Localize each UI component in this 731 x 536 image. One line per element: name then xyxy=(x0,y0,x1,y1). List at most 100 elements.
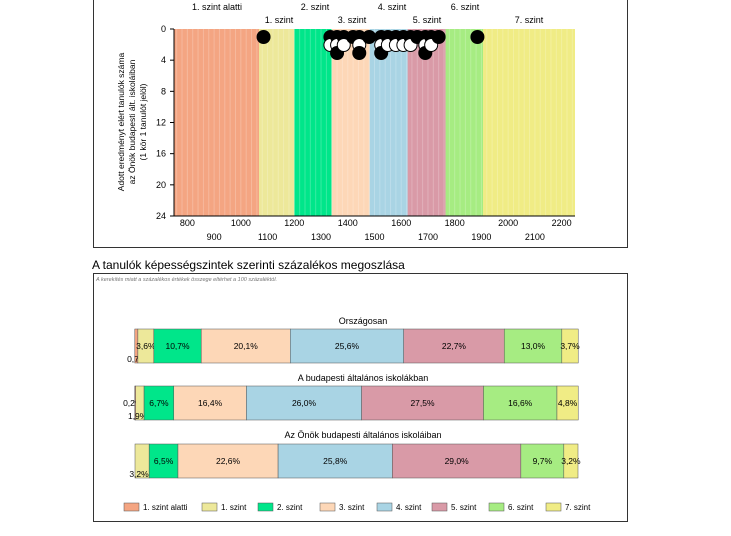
level-label: 1. szint xyxy=(265,15,294,25)
level-band xyxy=(174,29,260,216)
x-tick-label: 1000 xyxy=(231,218,251,228)
bar-segment xyxy=(520,443,565,479)
x-tick-label: 1600 xyxy=(391,218,411,228)
x-tick-label: 2200 xyxy=(552,218,572,228)
legend-label: 1. szint alatti xyxy=(143,503,188,512)
section-title: A tanulók képességszintek szerinti száza… xyxy=(92,258,405,272)
bar-segment xyxy=(277,443,393,479)
distribution-chart-frame xyxy=(93,273,628,522)
bar-group-title: Országosan xyxy=(339,316,388,326)
x-tick-label: 1300 xyxy=(311,232,331,242)
y-axis-label: Adott eredményt elért tanulók száma xyxy=(116,53,126,192)
bar-value-label: 6,5% xyxy=(154,456,174,466)
bar-value-label: 27,5% xyxy=(410,398,435,408)
y-tick-label: 0 xyxy=(161,24,166,34)
y-tick-label: 16 xyxy=(156,149,166,159)
x-tick-label: 1200 xyxy=(284,218,304,228)
bar-value-label: 22,6% xyxy=(216,456,241,466)
x-tick-label: 1700 xyxy=(418,232,438,242)
bar-segment xyxy=(200,328,291,364)
x-tick-label: 1500 xyxy=(364,232,384,242)
level-label: 3. szint xyxy=(338,15,367,25)
bar-segment xyxy=(143,385,175,421)
legend-swatch xyxy=(431,502,448,512)
level-label: 1. szint alatti xyxy=(192,2,242,12)
legend-swatch xyxy=(376,502,393,512)
level-band xyxy=(294,29,332,216)
level-label: 4. szint xyxy=(378,2,407,12)
x-tick-label: 1800 xyxy=(445,218,465,228)
level-band xyxy=(483,29,575,216)
bar-segment xyxy=(556,385,579,421)
bar-segment xyxy=(361,385,484,421)
level-band xyxy=(407,29,446,216)
y-tick-label: 8 xyxy=(161,86,166,96)
bar-value-label: 0,7% xyxy=(127,354,147,364)
legend-label: 4. szint xyxy=(396,503,422,512)
y-tick-label: 4 xyxy=(161,55,166,65)
bar-value-label: 3,2% xyxy=(561,456,581,466)
y-axis-label: (1 kör 1 tanulót jelöl) xyxy=(138,83,148,160)
bar-value-label: 26,0% xyxy=(292,398,317,408)
level-band xyxy=(331,29,370,216)
student-dot xyxy=(256,30,271,44)
legend-label: 3. szint xyxy=(339,503,365,512)
dot-chart-frame xyxy=(93,0,628,248)
student-dot xyxy=(470,30,485,44)
dot-chart: 1. szint alatti 2. szint 4. szint 6. szint 1… xyxy=(116,2,575,242)
bar-value-label: 13,0% xyxy=(521,341,546,351)
bar-value-label: 10,7% xyxy=(165,341,190,351)
bar-segment xyxy=(148,443,179,479)
legend-swatch xyxy=(488,502,505,512)
legend-swatch xyxy=(201,502,218,512)
legend-swatch xyxy=(319,502,336,512)
level-band xyxy=(259,29,295,216)
level-band xyxy=(445,29,484,216)
bar-segment xyxy=(177,443,279,479)
x-tick-label: 900 xyxy=(207,232,222,242)
legend-label: 2. szint xyxy=(277,503,303,512)
y-axis-label: az Önök budapesti ált. iskoláiban xyxy=(127,59,137,184)
legend-swatch xyxy=(123,502,140,512)
bar-segment xyxy=(563,443,579,479)
legend-label: 7. szint xyxy=(565,503,591,512)
level-label: 7. szint xyxy=(515,15,544,25)
bar-segment xyxy=(503,328,563,364)
bar-value-label: 6,7% xyxy=(149,398,169,408)
bar-value-label: 9,7% xyxy=(533,456,553,466)
x-tick-label: 2100 xyxy=(525,232,545,242)
bar-value-label: 16,4% xyxy=(198,398,223,408)
level-label: 6. szint xyxy=(451,2,480,12)
bar-value-label: 3,6% xyxy=(136,341,156,351)
legend-label: 6. szint xyxy=(508,503,534,512)
x-tick-label: 800 xyxy=(180,218,195,228)
legend-swatch xyxy=(545,502,562,512)
bar-value-label: 16,6% xyxy=(508,398,533,408)
bar-segment xyxy=(561,328,579,364)
bar-value-label: 29,0% xyxy=(445,456,470,466)
x-tick-label: 1400 xyxy=(338,218,358,228)
bar-segment xyxy=(392,443,522,479)
bar-value-label: 25,8% xyxy=(323,456,348,466)
bar-segment xyxy=(246,385,362,421)
y-tick-label: 12 xyxy=(156,118,166,128)
bar-segment xyxy=(483,385,558,421)
level-label: 5. szint xyxy=(413,15,442,25)
level-band xyxy=(369,29,408,216)
bar-value-label: 25,6% xyxy=(335,341,360,351)
bar-value-label: 22,7% xyxy=(442,341,467,351)
y-tick-label: 20 xyxy=(156,180,166,190)
bar-group-title: Az Önök budapesti általános iskoláiban xyxy=(284,430,441,440)
bar-value-label: 20,1% xyxy=(234,341,259,351)
bar-value-label: 3,7% xyxy=(560,341,580,351)
bar-value-label: 1,9% xyxy=(128,411,148,421)
bar-value-label: 3,2% xyxy=(129,469,149,479)
bar-value-label: 4,8% xyxy=(558,398,578,408)
bar-group-title: A budapesti általános iskolákban xyxy=(298,373,429,383)
bar-segment xyxy=(290,328,404,364)
student-dot xyxy=(352,46,367,60)
bar-value-label: 0,2% xyxy=(123,398,143,408)
legend-label: 1. szint xyxy=(221,503,247,512)
student-dot xyxy=(431,30,446,44)
